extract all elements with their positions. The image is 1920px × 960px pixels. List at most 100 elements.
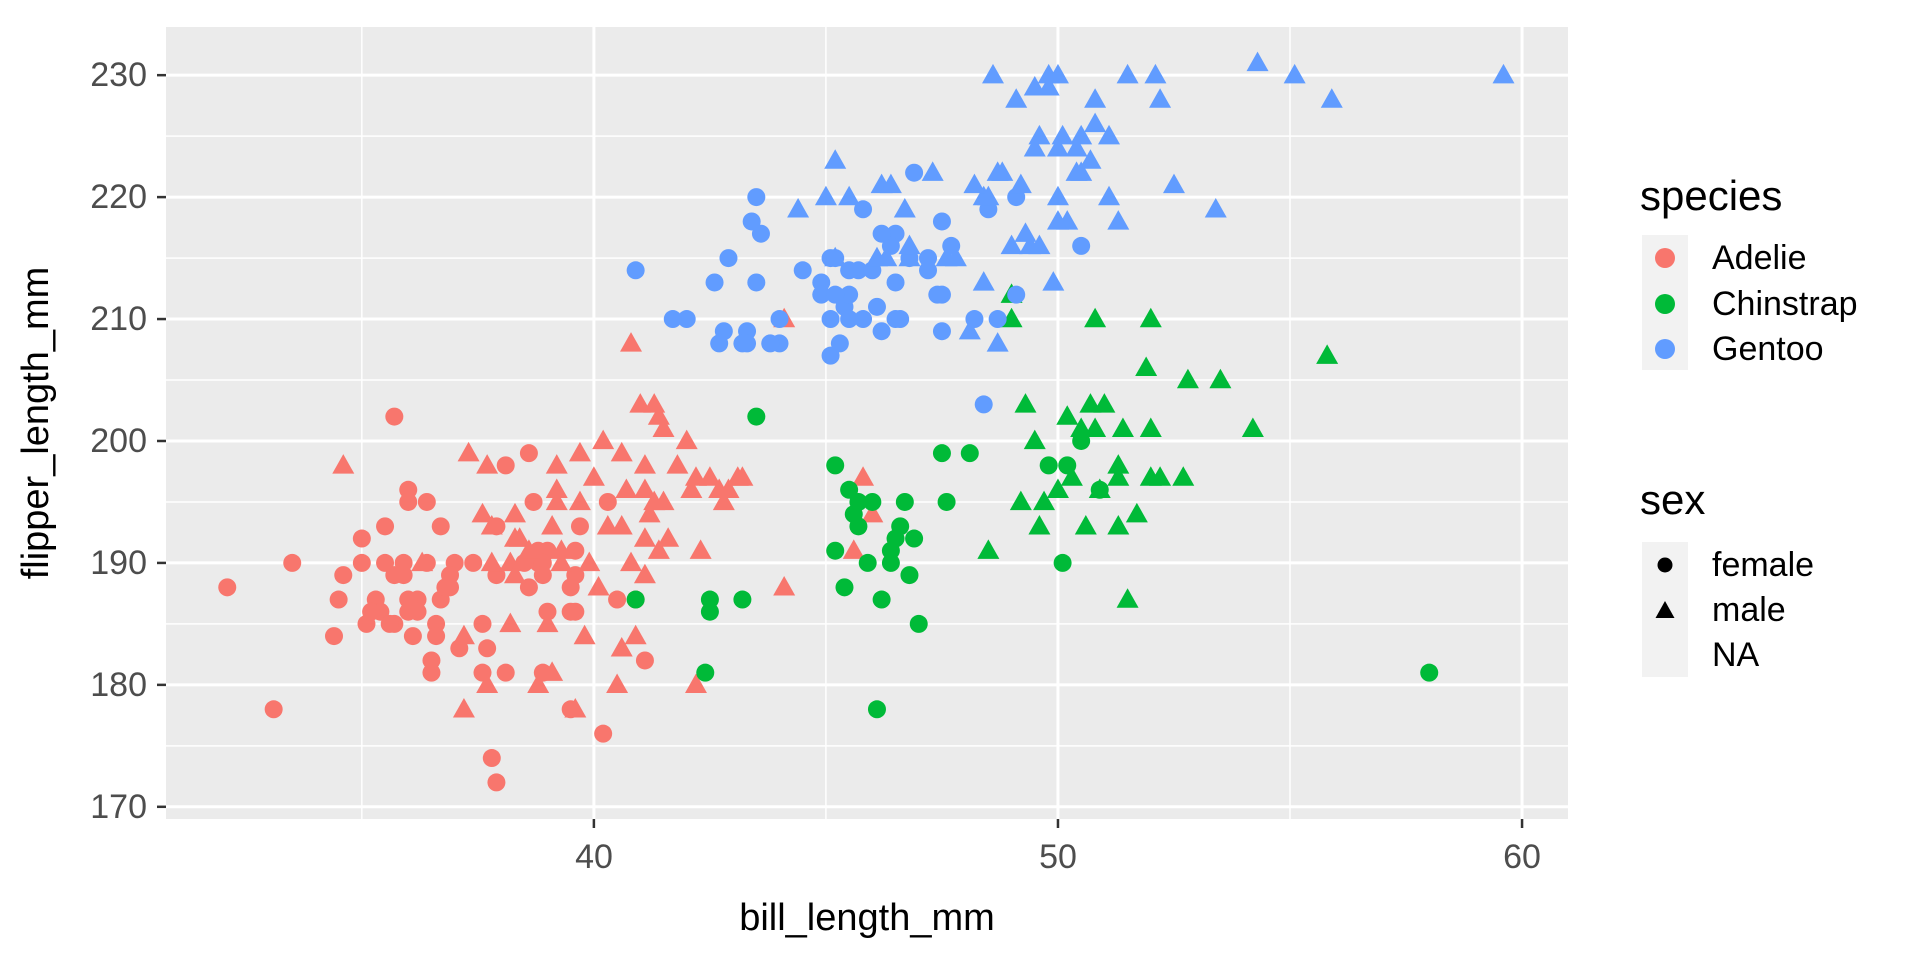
point-gentoo-female xyxy=(793,261,812,280)
point-gentoo-male xyxy=(1000,234,1023,255)
data-points xyxy=(218,51,1515,792)
point-gentoo-female xyxy=(905,163,924,182)
point-gentoo-female xyxy=(1072,236,1091,255)
point-adelie-female xyxy=(427,627,446,646)
species-legend-keys xyxy=(1642,235,1688,370)
point-gentoo-male xyxy=(1098,124,1121,145)
point-chinstrap-male xyxy=(1079,393,1102,413)
point-chinstrap-male xyxy=(1084,307,1107,328)
point-adelie-male xyxy=(587,576,610,596)
point-adelie-female xyxy=(608,590,627,609)
point-adelie-male xyxy=(629,393,652,413)
point-gentoo-male xyxy=(1037,76,1060,96)
point-chinstrap-female xyxy=(626,590,645,609)
point-adelie-female xyxy=(324,627,343,646)
point-gentoo-female xyxy=(886,273,905,292)
point-gentoo-male xyxy=(824,246,847,267)
point-adelie-male xyxy=(452,697,475,718)
point-gentoo-female xyxy=(840,310,859,329)
sex-legend-label-na: NA xyxy=(1712,636,1760,674)
point-adelie-male xyxy=(615,478,638,498)
point-adelie-male xyxy=(476,454,499,474)
species-legend-label-chinstrap: Chinstrap xyxy=(1712,285,1858,323)
point-adelie-female xyxy=(635,651,654,670)
point-gentoo-female xyxy=(705,273,724,292)
point-gentoo-male xyxy=(1042,271,1065,291)
point-adelie-male xyxy=(411,551,434,572)
x-tick-label: 40 xyxy=(575,838,613,876)
point-adelie-female xyxy=(329,590,348,609)
point-adelie-female xyxy=(496,456,515,475)
point-chinstrap-female xyxy=(891,517,910,536)
point-adelie-female xyxy=(264,700,283,719)
point-gentoo-male xyxy=(814,185,837,206)
y-tick-label: 200 xyxy=(90,422,147,460)
point-chinstrap-male xyxy=(1316,344,1339,364)
point-chinstrap-female xyxy=(840,480,859,499)
point-gentoo-female xyxy=(761,334,780,353)
point-chinstrap-male xyxy=(1028,515,1051,535)
point-gentoo-male xyxy=(1116,63,1139,84)
point-chinstrap-female xyxy=(835,578,854,597)
point-chinstrap-female xyxy=(696,663,715,682)
point-chinstrap-male xyxy=(1046,478,1069,498)
point-adelie-male xyxy=(633,563,656,584)
point-gentoo-female xyxy=(840,285,859,304)
point-adelie-male xyxy=(480,515,503,535)
point-adelie-female xyxy=(570,517,589,536)
point-gentoo-male xyxy=(1246,51,1269,72)
point-chinstrap-male xyxy=(1107,515,1130,535)
point-chinstrap-female xyxy=(826,456,845,475)
point-chinstrap-female xyxy=(900,566,919,585)
point-adelie-male xyxy=(573,624,596,645)
point-chinstrap-male xyxy=(1139,307,1162,328)
point-gentoo-male xyxy=(1046,185,1069,206)
point-gentoo-male xyxy=(1107,210,1130,230)
point-gentoo-female xyxy=(738,334,757,353)
point-chinstrap-female xyxy=(895,492,914,511)
point-chinstrap-male xyxy=(1176,368,1199,389)
point-chinstrap-female xyxy=(867,700,886,719)
point-gentoo-male xyxy=(1065,137,1088,157)
point-gentoo-male xyxy=(838,185,861,206)
species-legend-label-gentoo: Gentoo xyxy=(1712,330,1824,368)
point-chinstrap-male xyxy=(1172,466,1195,486)
point-gentoo-male xyxy=(986,332,1009,352)
point-gentoo-male xyxy=(879,173,902,194)
point-adelie-female xyxy=(352,553,371,572)
point-gentoo-male xyxy=(1084,112,1107,133)
point-adelie-female xyxy=(478,639,497,658)
point-adelie-male xyxy=(503,527,526,547)
point-adelie-male xyxy=(624,624,647,645)
point-adelie-female xyxy=(422,663,441,682)
species-legend-label-adelie: Adelie xyxy=(1712,239,1807,277)
point-adelie-male xyxy=(852,466,875,486)
point-adelie-female xyxy=(362,602,381,621)
y-tick-label: 230 xyxy=(90,56,147,94)
point-gentoo-male xyxy=(1162,173,1185,194)
x-tick-label: 50 xyxy=(1039,838,1077,876)
y-tick-label: 190 xyxy=(90,544,147,582)
point-adelie-male xyxy=(564,697,587,718)
point-gentoo-female xyxy=(821,346,840,365)
sex-key-male-triangle-icon xyxy=(1655,601,1675,618)
point-chinstrap-female xyxy=(849,492,868,511)
point-chinstrap-male xyxy=(1033,490,1056,511)
point-adelie-male xyxy=(592,429,615,450)
point-adelie-male xyxy=(712,490,735,511)
point-chinstrap-female xyxy=(905,529,924,548)
point-adelie-male xyxy=(633,454,656,474)
point-chinstrap-female xyxy=(1039,456,1058,475)
point-gentoo-female xyxy=(747,273,766,292)
point-adelie-male xyxy=(657,527,680,547)
point-gentoo-male xyxy=(898,234,921,255)
y-tick-label: 170 xyxy=(90,788,147,826)
point-gentoo-male xyxy=(1023,137,1046,157)
point-gentoo-female xyxy=(919,261,938,280)
point-adelie-male xyxy=(708,478,731,498)
point-chinstrap-female xyxy=(937,492,956,511)
point-gentoo-male xyxy=(944,246,967,267)
point-adelie-male xyxy=(550,539,573,559)
point-gentoo-female xyxy=(932,212,951,231)
point-chinstrap-male xyxy=(1074,515,1097,535)
